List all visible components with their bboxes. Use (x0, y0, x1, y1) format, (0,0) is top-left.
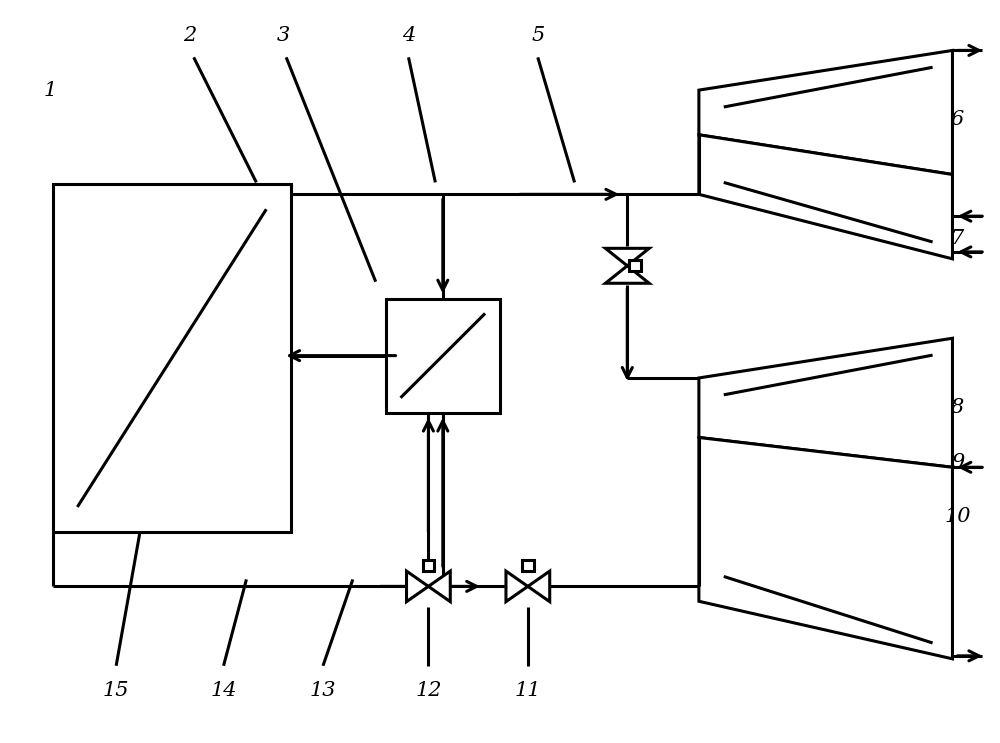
Text: 9: 9 (951, 452, 964, 472)
Bar (629, 260, 641, 271)
Bar (522, 559, 534, 571)
Text: 8: 8 (951, 398, 964, 418)
Text: 6: 6 (951, 111, 964, 129)
Text: 15: 15 (103, 681, 129, 700)
Polygon shape (699, 134, 952, 259)
Polygon shape (428, 571, 450, 602)
Text: 2: 2 (183, 26, 196, 45)
Text: 4: 4 (402, 26, 415, 45)
Bar (53, 184, 291, 532)
Text: 10: 10 (944, 507, 971, 526)
Text: 1: 1 (44, 81, 57, 100)
Polygon shape (407, 571, 428, 602)
Text: 3: 3 (277, 26, 290, 45)
Polygon shape (699, 338, 952, 467)
Text: 11: 11 (515, 681, 541, 700)
Bar (386, 299, 500, 412)
Polygon shape (506, 571, 528, 602)
Text: 7: 7 (951, 230, 964, 248)
Polygon shape (528, 571, 550, 602)
Text: 13: 13 (310, 681, 336, 700)
Polygon shape (699, 51, 952, 175)
Text: 5: 5 (531, 26, 544, 45)
Text: 14: 14 (210, 681, 237, 700)
Polygon shape (699, 438, 952, 659)
Text: 12: 12 (415, 681, 442, 700)
Bar (423, 559, 434, 571)
